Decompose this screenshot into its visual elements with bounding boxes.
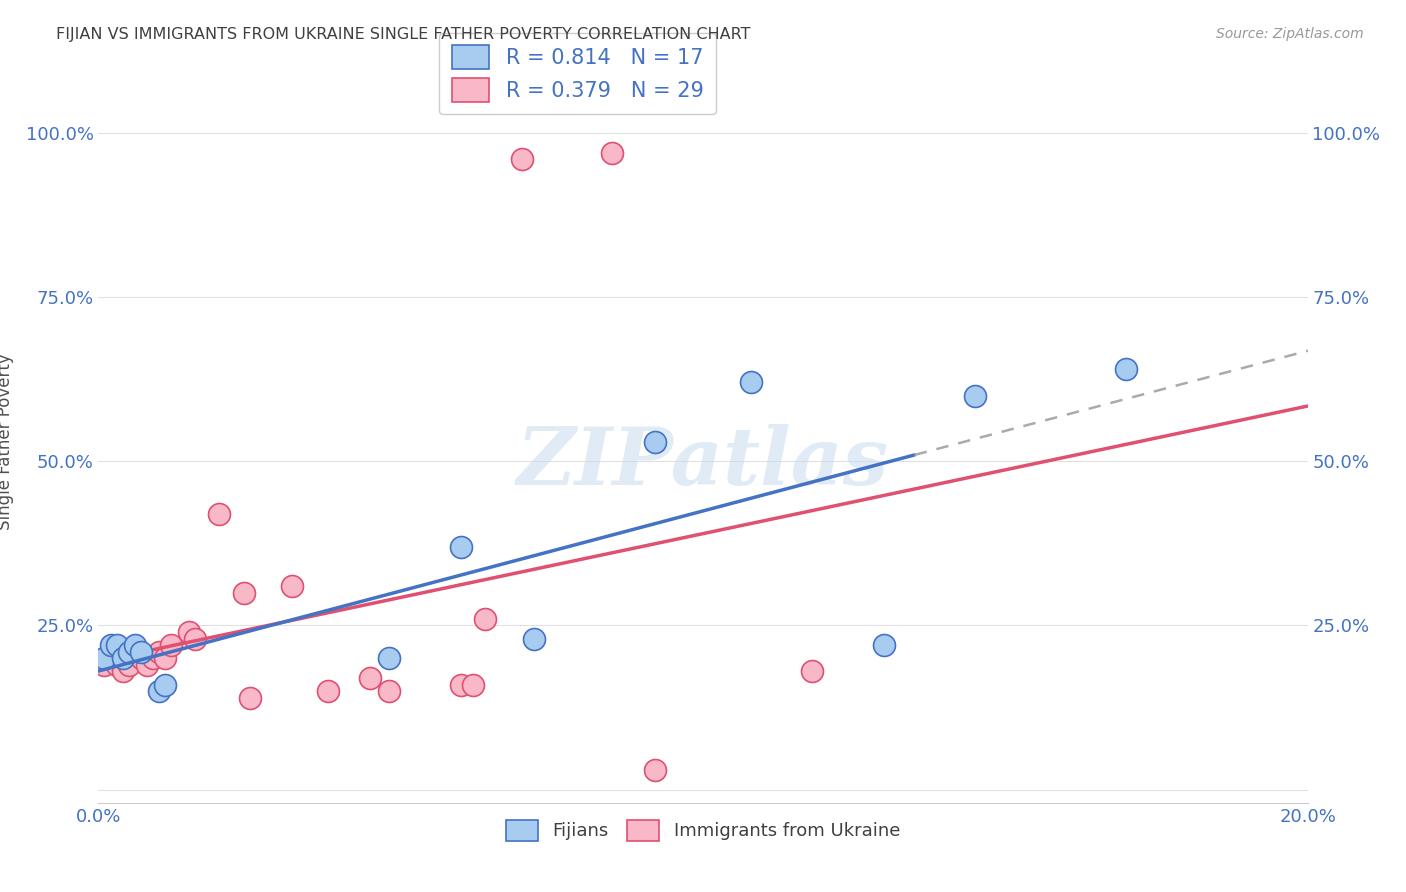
Point — [232, 585, 254, 599]
Point — [360, 671, 382, 685]
Point — [377, 651, 399, 665]
Point — [873, 638, 896, 652]
Point — [124, 645, 146, 659]
Point — [105, 657, 128, 672]
Point — [644, 434, 666, 449]
Y-axis label: Single Father Poverty: Single Father Poverty — [0, 353, 14, 530]
Point — [965, 388, 987, 402]
Text: FIJIAN VS IMMIGRANTS FROM UKRAINE SINGLE FATHER POVERTY CORRELATION CHART: FIJIAN VS IMMIGRANTS FROM UKRAINE SINGLE… — [56, 27, 751, 42]
Point — [105, 651, 128, 665]
Point — [148, 684, 170, 698]
Point — [124, 638, 146, 652]
Point — [148, 645, 170, 659]
Point — [463, 677, 485, 691]
Point — [160, 638, 183, 652]
Point — [510, 152, 533, 166]
Point — [377, 684, 399, 698]
Point — [118, 657, 141, 672]
Point — [450, 677, 472, 691]
Point — [1115, 362, 1137, 376]
Point — [111, 665, 134, 679]
Text: ZIPatlas: ZIPatlas — [517, 425, 889, 502]
Point — [118, 645, 141, 659]
Point — [644, 763, 666, 777]
Point — [179, 625, 201, 640]
Point — [602, 145, 624, 160]
Point — [93, 651, 115, 665]
Point — [142, 651, 165, 665]
Point — [184, 632, 207, 646]
Point — [800, 665, 823, 679]
Point — [153, 651, 176, 665]
Legend: Fijians, Immigrants from Ukraine: Fijians, Immigrants from Ukraine — [499, 813, 907, 848]
Point — [740, 376, 762, 390]
Point — [153, 677, 176, 691]
Point — [100, 638, 122, 652]
Point — [93, 657, 115, 672]
Point — [100, 651, 122, 665]
Text: Source: ZipAtlas.com: Source: ZipAtlas.com — [1216, 27, 1364, 41]
Point — [105, 638, 128, 652]
Point — [239, 690, 262, 705]
Point — [316, 684, 339, 698]
Point — [129, 651, 152, 665]
Point — [111, 651, 134, 665]
Point — [135, 657, 157, 672]
Point — [450, 540, 472, 554]
Point — [129, 645, 152, 659]
Point — [208, 507, 231, 521]
Point — [281, 579, 304, 593]
Point — [523, 632, 546, 646]
Point — [474, 612, 496, 626]
